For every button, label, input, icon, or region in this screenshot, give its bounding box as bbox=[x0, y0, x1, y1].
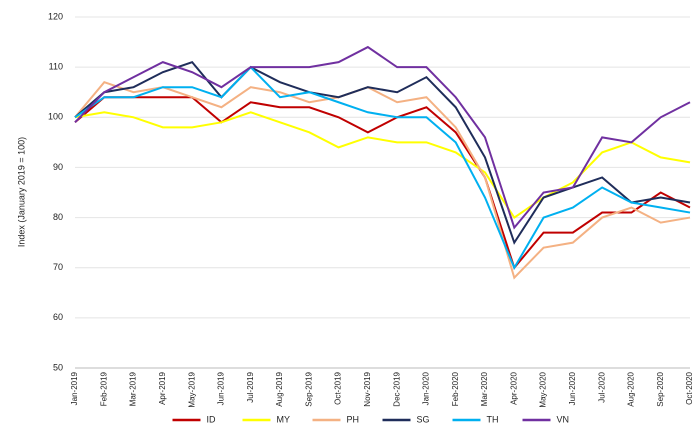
x-tick-label: Nov-2019 bbox=[363, 371, 372, 406]
x-tick-label: Feb-2019 bbox=[99, 371, 108, 406]
x-tick-label: Jul-2019 bbox=[246, 371, 255, 402]
y-tick-label: 120 bbox=[48, 11, 63, 21]
x-tick-label: May-2020 bbox=[539, 371, 548, 407]
legend-label: SG bbox=[417, 414, 430, 424]
x-tick-label: Apr-2019 bbox=[158, 371, 167, 404]
y-tick-label: 90 bbox=[53, 162, 63, 172]
series-line bbox=[74, 65, 691, 270]
x-tick-label: Jun-2019 bbox=[217, 371, 226, 405]
x-tick-label: Jul-2020 bbox=[597, 371, 606, 402]
y-tick-label: 100 bbox=[48, 112, 63, 122]
x-tick-label: Apr-2020 bbox=[509, 371, 518, 404]
series-line bbox=[74, 45, 691, 230]
x-tick-label: Jan-2019 bbox=[70, 371, 79, 405]
series-line bbox=[74, 111, 691, 219]
legend-label: TH bbox=[487, 414, 499, 424]
x-tick-label: Sep-2019 bbox=[304, 371, 313, 406]
x-tick-label: Aug-2020 bbox=[627, 371, 636, 406]
x-tick-label: Dec-2019 bbox=[392, 371, 401, 406]
x-tick-label: Aug-2019 bbox=[275, 371, 284, 406]
y-tick-label: 80 bbox=[53, 212, 63, 222]
x-tick-label: Jan-2020 bbox=[422, 371, 431, 405]
x-tick-label: Mar-2019 bbox=[129, 371, 138, 406]
x-tick-label: May-2019 bbox=[187, 371, 196, 407]
series-line bbox=[74, 81, 691, 280]
y-tick-label: 110 bbox=[49, 62, 63, 72]
series-line bbox=[74, 96, 691, 270]
x-tick-label: Mar-2020 bbox=[480, 371, 489, 406]
x-tick-label: Oct-2020 bbox=[685, 371, 694, 404]
y-tick-label: 60 bbox=[53, 312, 63, 322]
x-tick-label: Sep-2020 bbox=[656, 371, 665, 406]
legend-label: MY bbox=[277, 414, 291, 424]
x-tick-label: Oct-2019 bbox=[334, 371, 343, 404]
x-tick-label: Jun-2020 bbox=[568, 371, 577, 405]
legend-label: VN bbox=[557, 414, 570, 424]
x-tick-label: Feb-2020 bbox=[451, 371, 460, 406]
legend-label: PH bbox=[347, 414, 360, 424]
y-tick-label: 50 bbox=[53, 362, 63, 372]
y-tick-label: 70 bbox=[53, 262, 63, 272]
y-axis-label: Index (January 2019 = 100) bbox=[16, 137, 26, 247]
legend-label: ID bbox=[207, 414, 217, 424]
